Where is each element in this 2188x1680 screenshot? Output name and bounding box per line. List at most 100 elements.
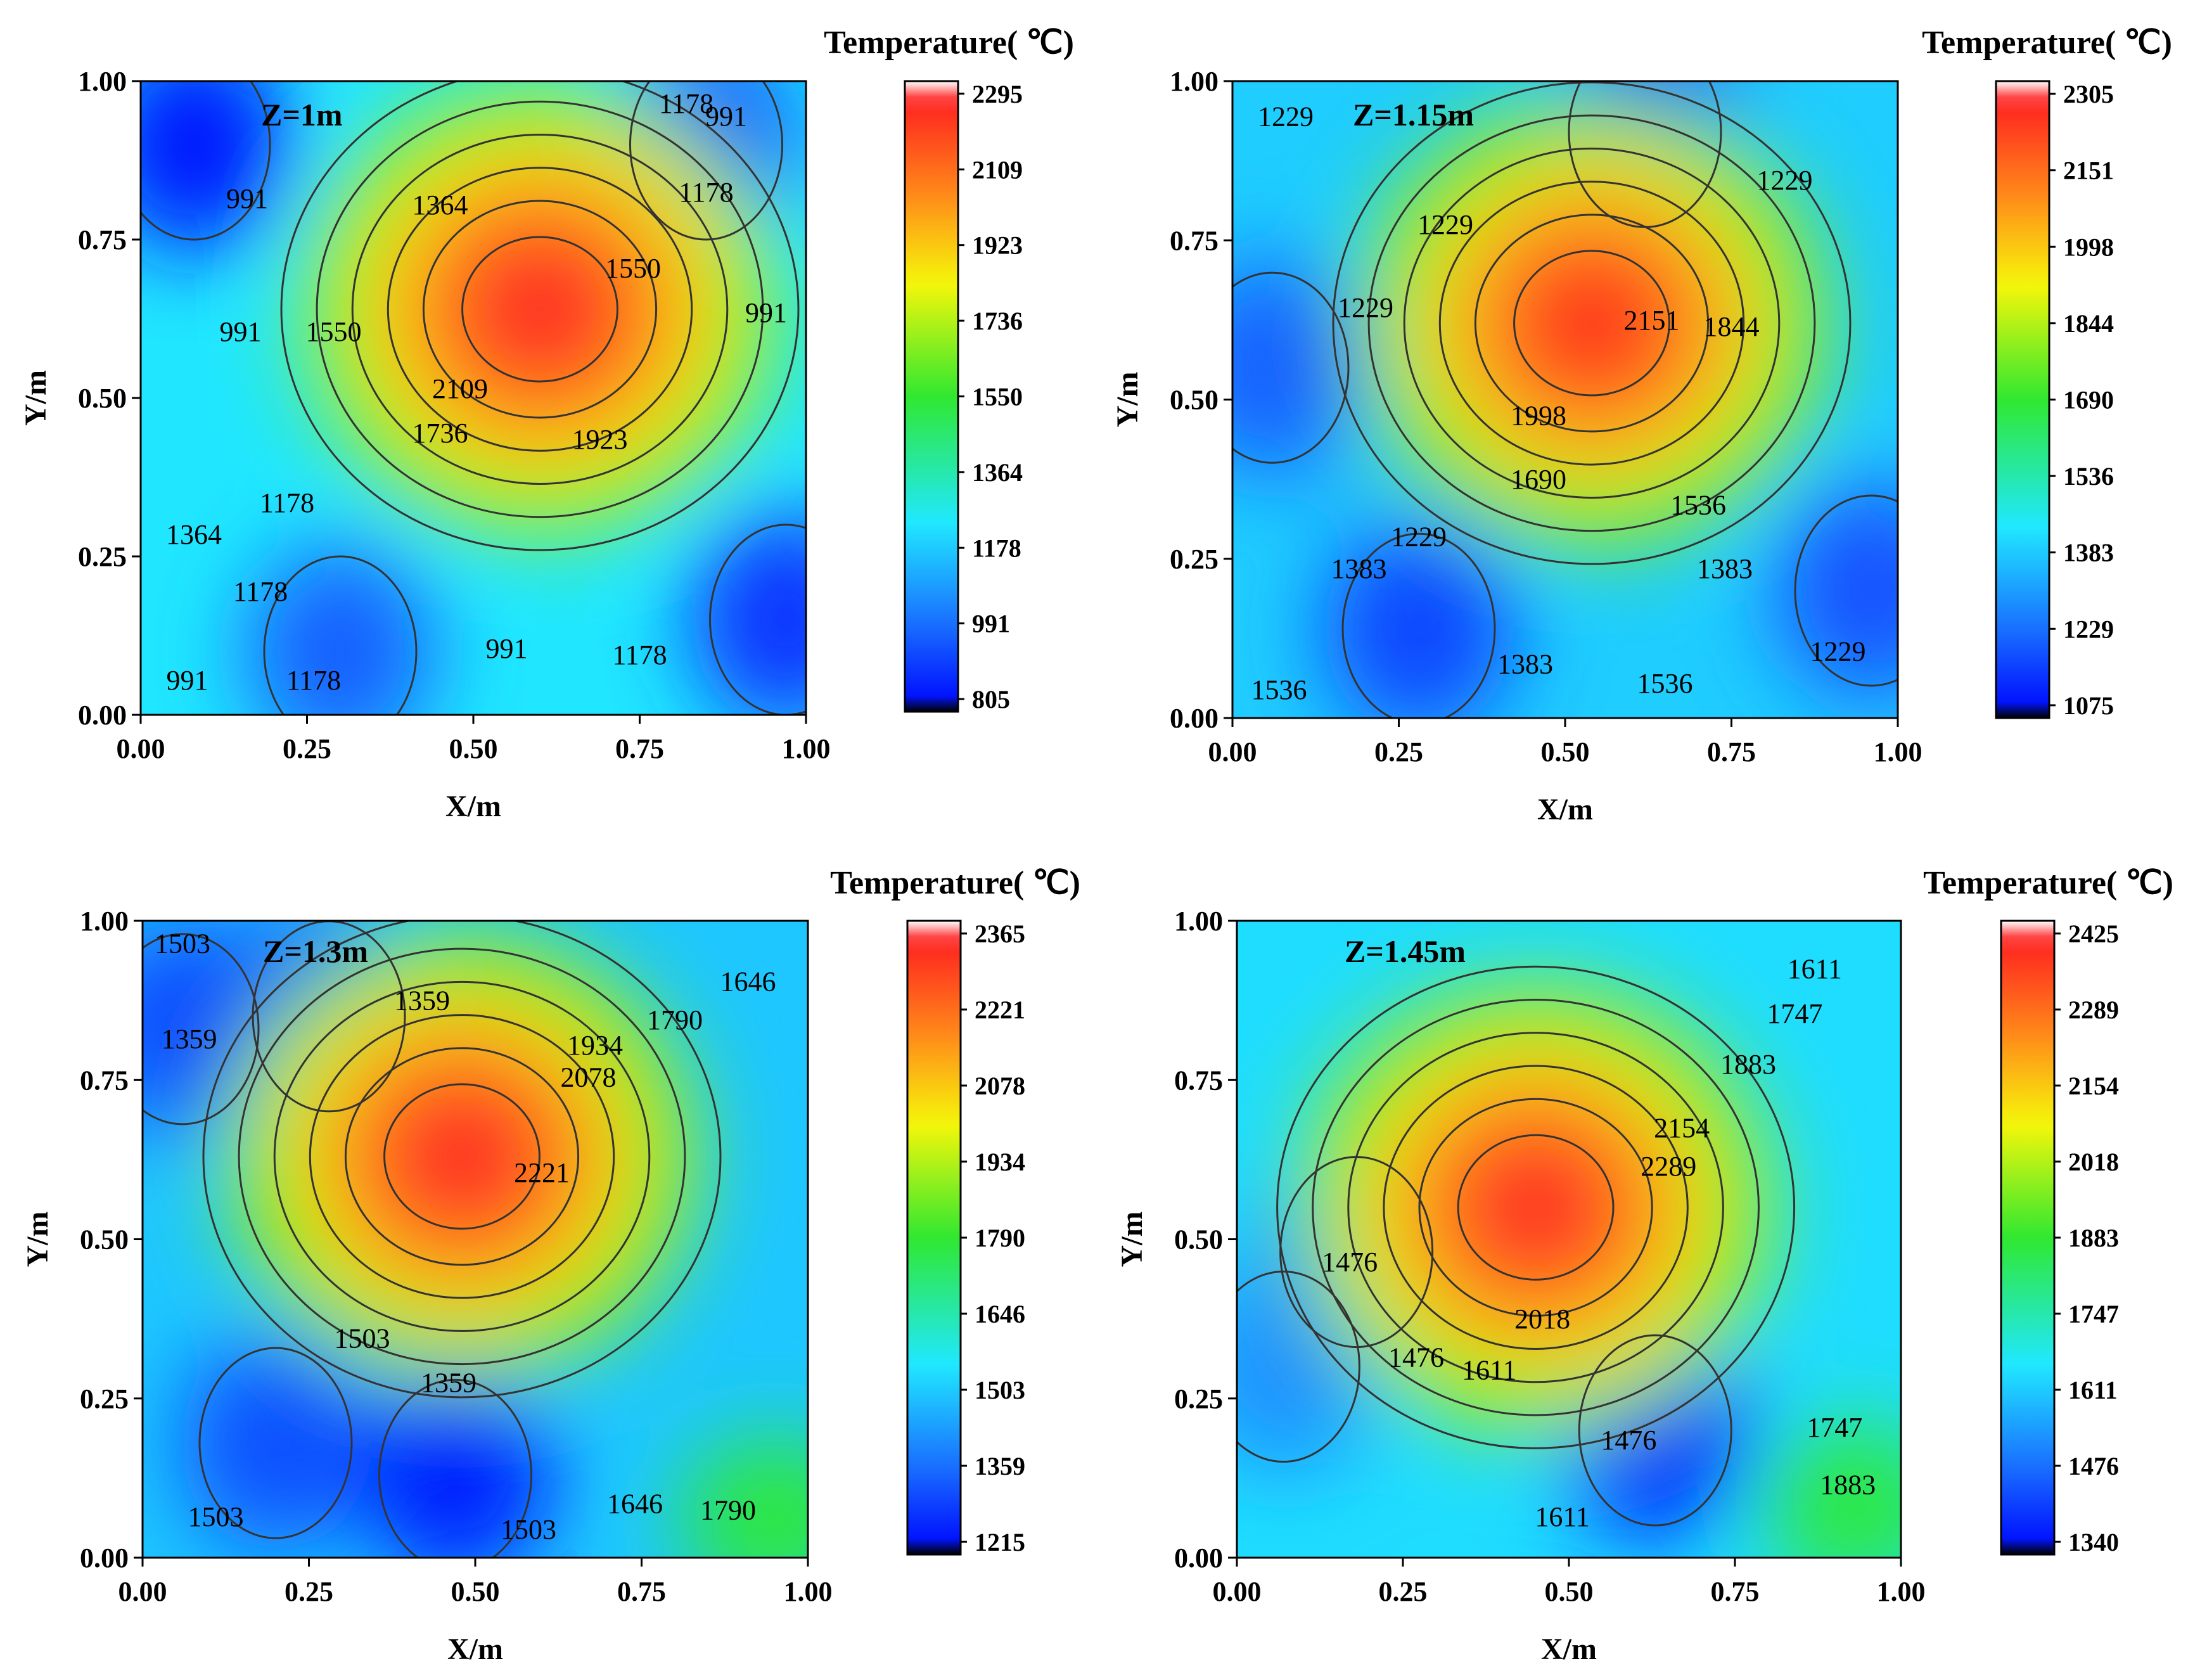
y-tick-label: 0.25 bbox=[78, 541, 127, 572]
colorbar-tick-label: 1503 bbox=[975, 1376, 1025, 1404]
x-tick-label: 1.00 bbox=[782, 733, 831, 764]
contour-label: 1790 bbox=[700, 1495, 756, 1526]
contour-label: 1503 bbox=[155, 928, 210, 959]
y-tick-label: 0.00 bbox=[1170, 703, 1219, 734]
y-tick-label: 1.00 bbox=[80, 906, 129, 937]
contour-label: 2109 bbox=[432, 373, 488, 404]
contour-label: 1476 bbox=[1388, 1342, 1444, 1373]
contour-label: 1844 bbox=[1704, 311, 1760, 342]
cold-spot-4 bbox=[181, 1335, 371, 1551]
y-tick-label: 1.00 bbox=[1170, 66, 1219, 97]
x-tick-label: 1.00 bbox=[1877, 1576, 1926, 1607]
contour-label: 1476 bbox=[1322, 1247, 1378, 1278]
colorbar-tick-label: 2018 bbox=[2068, 1148, 2119, 1176]
contour-label: 1178 bbox=[659, 88, 713, 119]
colorbar-tick-label: 1690 bbox=[2063, 386, 2114, 414]
cold-spot-2 bbox=[691, 512, 806, 715]
x-tick-label: 0.00 bbox=[1208, 736, 1257, 767]
colorbar-tick-label: 2305 bbox=[2063, 80, 2114, 108]
contour-line-cold-2 bbox=[378, 1378, 532, 1558]
x-tick-label: 0.50 bbox=[1541, 736, 1590, 767]
contour-lines bbox=[141, 81, 806, 715]
x-tick-label: 0.25 bbox=[1379, 1576, 1428, 1607]
contour-line-cold-3 bbox=[1232, 271, 1350, 464]
contour-label: 1229 bbox=[1391, 522, 1447, 553]
x-tick-label: 0.25 bbox=[1374, 736, 1423, 767]
contour-label: 1536 bbox=[1637, 668, 1693, 699]
contour-lines bbox=[1237, 965, 1796, 1527]
contour-label: 1646 bbox=[720, 966, 776, 997]
contour-label: 1359 bbox=[394, 985, 450, 1016]
y-tick-label: 1.00 bbox=[1174, 906, 1223, 937]
contour-label: 1998 bbox=[1511, 401, 1566, 432]
contour-line-2 bbox=[316, 100, 764, 518]
contour-label: 1611 bbox=[1462, 1355, 1516, 1386]
colorbar-tick-label: 1215 bbox=[975, 1528, 1025, 1556]
x-tick-label: 0.75 bbox=[1707, 736, 1756, 767]
contour-label: 1359 bbox=[162, 1023, 217, 1055]
contour-line-6 bbox=[461, 236, 618, 383]
y-tick-label: 0.25 bbox=[1170, 544, 1219, 575]
contour-line-4 bbox=[1438, 181, 1745, 466]
cold-spot-2 bbox=[1324, 521, 1514, 718]
contour-line-6 bbox=[1513, 250, 1670, 397]
colorbar-tick-label: 1178 bbox=[972, 534, 1021, 562]
colorbar-title: Temperature( ℃) bbox=[1923, 865, 2173, 901]
colorbar-tick-label: 1536 bbox=[2063, 462, 2114, 491]
colorbar-tick-label: 2365 bbox=[975, 920, 1025, 948]
hotspot-ring-5 bbox=[1462, 1138, 1609, 1278]
contour-label: 1383 bbox=[1697, 553, 1753, 584]
x-tick-label: 0.75 bbox=[615, 733, 664, 764]
contour-line-cold-3 bbox=[629, 81, 783, 241]
y-tick-label: 0.25 bbox=[80, 1383, 129, 1414]
colorbar-tick-label: 1229 bbox=[2063, 615, 2114, 643]
cold-spot-2 bbox=[360, 1367, 551, 1558]
y-tick-label: 0.00 bbox=[80, 1542, 129, 1574]
y-tick-label: 0.75 bbox=[78, 224, 127, 255]
contour-label: 1923 bbox=[572, 424, 628, 455]
contour-lines bbox=[1232, 81, 1898, 718]
x-tick-label: 0.00 bbox=[1213, 1576, 1262, 1607]
colorbar-tick-label: 1364 bbox=[972, 458, 1023, 487]
colorbar-title: Temperature( ℃) bbox=[1922, 25, 2172, 61]
x-tick-label: 0.00 bbox=[118, 1576, 167, 1607]
colorbar-tick-label: 1934 bbox=[975, 1148, 1025, 1176]
colorbar-tick-label: 1736 bbox=[972, 307, 1023, 335]
warm-spot-1 bbox=[679, 1437, 808, 1558]
contour-line-4 bbox=[387, 167, 693, 452]
contour-line-cold-2 bbox=[709, 523, 806, 715]
colorbar-tick-label: 2289 bbox=[2068, 996, 2119, 1024]
y-tick-label: 0.00 bbox=[78, 700, 127, 731]
contour-label: 2078 bbox=[561, 1061, 617, 1093]
colorbar-tick-label: 1646 bbox=[975, 1300, 1025, 1328]
contour-label: 1229 bbox=[1258, 101, 1314, 132]
colorbar-tick-label: 1550 bbox=[972, 383, 1023, 411]
colorbar-tick-label: 1923 bbox=[972, 231, 1023, 260]
contour-label: 1646 bbox=[607, 1489, 663, 1520]
chart-panel-2: 1229 1229 1229 1229 2151 1844 1998 1690 1536 1229… bbox=[1111, 25, 2172, 826]
contour-line-5 bbox=[344, 1047, 580, 1266]
colorbar-tick-label: 1883 bbox=[2068, 1224, 2119, 1252]
contour-line-cold-3 bbox=[143, 933, 260, 1125]
contour-label: 1503 bbox=[335, 1323, 390, 1354]
colorbar-tick-label: 2221 bbox=[975, 996, 1025, 1024]
contour-label: 1359 bbox=[421, 1368, 477, 1399]
contour-label: 1611 bbox=[1535, 1501, 1589, 1532]
x-axis-title: X/m bbox=[445, 790, 501, 823]
contour-line-5 bbox=[1474, 214, 1710, 433]
contour-label: 1364 bbox=[413, 189, 468, 221]
contour-label: 2154 bbox=[1654, 1113, 1710, 1144]
panel-label: Z=1.15m bbox=[1353, 97, 1474, 132]
contour-line-1 bbox=[1332, 81, 1852, 565]
contour-label: 1550 bbox=[306, 316, 362, 347]
y-axis-title: Y/m bbox=[1111, 371, 1144, 427]
contour-line-cold-3 bbox=[1237, 1271, 1360, 1463]
contour-label: 1690 bbox=[1511, 464, 1566, 495]
warm-spot-1 bbox=[1759, 1424, 1901, 1558]
x-axis-title: X/m bbox=[1537, 793, 1593, 826]
hotspot-ring-5 bbox=[388, 1086, 535, 1226]
colorbar-tick-label: 1844 bbox=[2063, 309, 2114, 338]
y-tick-label: 0.75 bbox=[1174, 1065, 1223, 1096]
contour-line-4 bbox=[1383, 1065, 1689, 1350]
